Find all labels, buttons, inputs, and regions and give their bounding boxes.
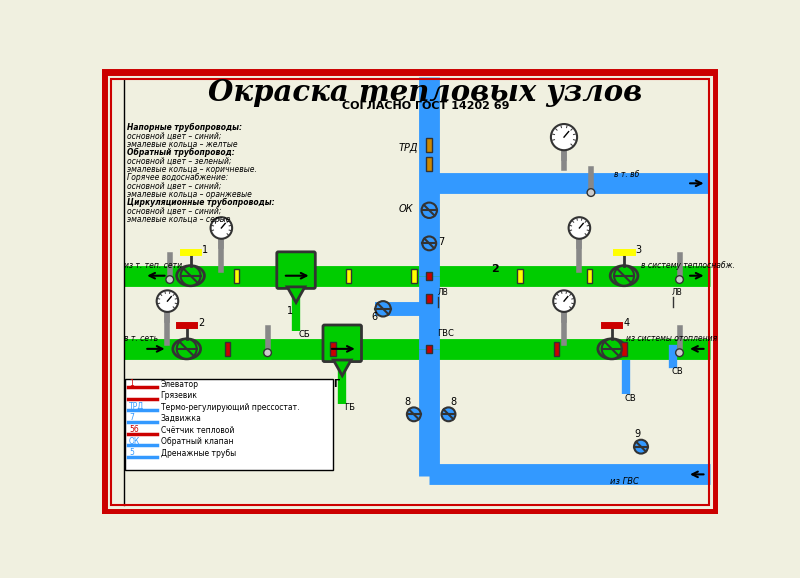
Text: ГВС: ГВС [437, 329, 454, 338]
Text: 2: 2 [491, 264, 498, 274]
Circle shape [210, 217, 232, 239]
Bar [330, 342, 336, 356]
FancyBboxPatch shape [277, 252, 315, 288]
Circle shape [422, 202, 437, 218]
Text: Задвижка: Задвижка [161, 414, 202, 423]
Circle shape [442, 407, 455, 421]
Circle shape [676, 276, 683, 283]
Text: Дренажные трубы: Дренажные трубы [161, 449, 236, 458]
Circle shape [264, 349, 271, 357]
Bar [426, 138, 432, 152]
Text: 3: 3 [636, 244, 642, 255]
Text: СБ: СБ [298, 330, 310, 339]
Text: основной цвет – синий;: основной цвет – синий; [126, 181, 221, 191]
Text: Г: Г [333, 379, 339, 390]
Text: 56: 56 [129, 425, 138, 434]
Text: из системы отопления: из системы отопления [626, 334, 717, 343]
Text: 7: 7 [438, 237, 445, 247]
Text: основной цвет – синий;: основной цвет – синий; [126, 206, 221, 216]
Circle shape [166, 276, 174, 283]
FancyBboxPatch shape [323, 325, 362, 362]
Bar [622, 342, 626, 356]
Ellipse shape [598, 339, 626, 359]
Text: ТРД: ТРД [129, 402, 144, 411]
Text: в т. сеть: в т. сеть [124, 334, 158, 343]
Circle shape [634, 440, 648, 454]
Bar [225, 342, 230, 356]
Text: Обратный трубопровод:: Обратный трубопровод: [126, 148, 234, 157]
Text: СОГЛАСНО ГОСТ 14202 69: СОГЛАСНО ГОСТ 14202 69 [342, 101, 509, 112]
Ellipse shape [173, 339, 201, 359]
Bar [518, 269, 523, 283]
Text: 9: 9 [635, 429, 641, 439]
Bar [554, 342, 559, 356]
Text: 2: 2 [198, 318, 205, 328]
Text: из ГВС: из ГВС [610, 477, 639, 486]
Text: основной цвет – синий;: основной цвет – синий; [126, 132, 221, 140]
Circle shape [157, 290, 178, 312]
Text: основной цвет – зеленый;: основной цвет – зеленый; [126, 157, 231, 165]
Text: ГБ: ГБ [345, 403, 355, 413]
Text: ЛВ: ЛВ [672, 288, 682, 297]
Bar [234, 269, 239, 283]
Text: Циркуляционные трубопроводы:: Циркуляционные трубопроводы: [126, 198, 274, 207]
Ellipse shape [177, 266, 205, 286]
Bar [346, 269, 351, 283]
Text: ТРД: ТРД [398, 143, 418, 153]
Bar [411, 269, 417, 283]
Text: ОК: ОК [398, 204, 413, 214]
Ellipse shape [610, 266, 638, 286]
Circle shape [177, 339, 197, 359]
Polygon shape [334, 360, 351, 376]
Text: эмалевые кольца – оранжевые: эмалевые кольца – оранжевые [126, 190, 251, 199]
Text: Окраска тепловых узлов: Окраска тепловых узлов [208, 78, 642, 107]
Text: Напорные трубопроводы:: Напорные трубопроводы: [126, 123, 242, 132]
Text: Термо-регулирующий прессостат.: Термо-регулирующий прессостат. [161, 403, 299, 412]
Text: Элеватор: Элеватор [161, 380, 198, 388]
Circle shape [181, 266, 201, 286]
Text: ЛВ: ЛВ [438, 288, 449, 297]
Text: из т. теп. сети: из т. теп. сети [124, 261, 182, 270]
Text: СВ: СВ [624, 394, 636, 403]
Circle shape [375, 301, 390, 317]
Text: эмалевые кольца – желтые: эмалевые кольца – желтые [126, 140, 238, 149]
Circle shape [554, 290, 574, 312]
Bar [426, 345, 432, 353]
Circle shape [602, 339, 622, 359]
Text: Горячее водоснабжение:: Горячее водоснабжение: [126, 173, 228, 182]
Text: 7: 7 [129, 413, 134, 423]
Circle shape [551, 124, 577, 150]
Text: в т. вб: в т. вб [614, 170, 639, 179]
Text: 5: 5 [129, 448, 134, 457]
Circle shape [422, 236, 436, 250]
Text: 1: 1 [202, 244, 208, 255]
Bar [426, 157, 432, 171]
Text: Обратный клапан: Обратный клапан [161, 438, 233, 446]
Circle shape [676, 349, 683, 357]
Text: СВ: СВ [672, 367, 683, 376]
Circle shape [587, 188, 595, 197]
Text: эмалевые кольца – серые: эмалевые кольца – серые [126, 215, 230, 224]
Bar [125, 379, 333, 470]
Text: 6: 6 [371, 312, 378, 323]
Text: эмалевые кольца – коричневые.: эмалевые кольца – коричневые. [126, 165, 257, 174]
Text: 1: 1 [129, 379, 134, 388]
Text: Счётчик тепловой: Счётчик тепловой [161, 426, 234, 435]
Polygon shape [287, 287, 305, 302]
Circle shape [614, 266, 634, 286]
Text: 1: 1 [287, 306, 293, 316]
Text: в систему теплоснабж.: в систему теплоснабж. [641, 261, 735, 270]
Circle shape [569, 217, 590, 239]
Text: ОК: ОК [129, 436, 140, 446]
Text: 8: 8 [405, 397, 410, 407]
Text: Грязевик: Грязевик [161, 391, 198, 400]
Bar [586, 269, 592, 283]
Circle shape [407, 407, 421, 421]
Text: 8: 8 [451, 397, 457, 407]
Bar [426, 294, 432, 303]
Bar [426, 272, 432, 280]
Text: 4: 4 [623, 318, 630, 328]
